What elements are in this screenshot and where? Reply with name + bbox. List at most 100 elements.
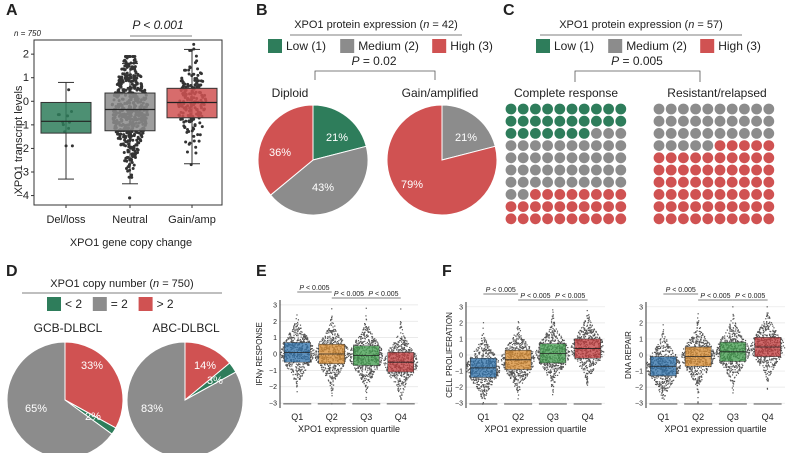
panel-f-proliferation-dot (501, 359, 502, 360)
panel-f-proliferation-dot (484, 396, 485, 397)
waffle-resistant-cell (739, 177, 750, 188)
panel-e-dot (404, 381, 405, 382)
panel-e-dot (416, 368, 417, 369)
panel-e-dot (392, 375, 393, 376)
panel-e-dot (336, 336, 337, 337)
waffle-complete-cell (603, 213, 614, 224)
panel-a-dot (138, 88, 141, 91)
panel-f-proliferation-dot (483, 333, 484, 334)
waffle-complete-cell (579, 152, 590, 163)
panel-e-dot (385, 357, 386, 358)
panel-a-dot (140, 83, 143, 86)
panel-f-proliferation-ytick-label: 1 (459, 336, 463, 343)
waffle-resistant-cell (702, 116, 713, 127)
waffle-complete-cell (554, 165, 565, 176)
panel-f-proliferation-dot (483, 384, 484, 385)
panel-f-proliferation-dot (474, 380, 475, 381)
panel-e-dot (317, 357, 318, 358)
pie-abc-label-lt2: 3% (207, 375, 223, 387)
panel-f-proliferation-dot (590, 332, 591, 333)
panel-e-dot (393, 349, 394, 350)
waffle-resistant-cell (654, 152, 665, 163)
panel-label-d: D (6, 263, 18, 280)
waffle-resistant-cell (690, 165, 701, 176)
panel-e-dot (301, 340, 302, 341)
waffle-complete-cell (603, 201, 614, 212)
panel-a-dot (125, 79, 128, 82)
panel-f-proliferation-dot (509, 342, 510, 343)
panel-e-dot (366, 372, 367, 373)
panel-f-proliferation-dot (517, 388, 518, 389)
panel-a-dot (117, 75, 120, 78)
panel-f-proliferation-dot (553, 314, 554, 315)
panel-f-proliferation-dot (524, 372, 525, 373)
panel-f-proliferation-dot (584, 364, 585, 365)
panel-f-proliferation-dot (485, 391, 486, 392)
panel-e-dot (345, 347, 346, 348)
panel-e-dot (395, 346, 396, 347)
panel-f-proliferation-dot (586, 361, 587, 362)
panel-f-proliferation-dot (553, 386, 554, 387)
panel-e-dot (348, 356, 349, 357)
panel-e-dot (347, 357, 348, 358)
panel-e-dot (404, 372, 405, 373)
panel-e-dot (403, 374, 404, 375)
panel-f-proliferation-dot (503, 365, 504, 366)
panel-e-dot (402, 350, 403, 351)
panel-f-proliferation-dot (536, 350, 537, 351)
waffle-resistant-cell (678, 189, 689, 200)
panel-e-dot (393, 373, 394, 374)
panel-e-dot (331, 390, 332, 391)
panel-a-dot (127, 165, 130, 168)
panel-f-proliferation-dot (549, 371, 550, 372)
panel-e-dot (413, 372, 414, 373)
panel-a-dot (192, 73, 195, 76)
panel-e-dot (363, 381, 364, 382)
waffle-resistant-cell (666, 128, 677, 139)
panel-e-dot (394, 346, 395, 347)
panel-f-proliferation-dot (481, 344, 482, 345)
waffle-resistant-cell (763, 128, 774, 139)
waffle-resistant-cell (763, 189, 774, 200)
panel-e-dot (330, 320, 331, 321)
panel-e-dot (351, 349, 352, 350)
panel-e-dot (296, 318, 297, 319)
waffle-complete-cell (579, 165, 590, 176)
panel-f-proliferation-dot (487, 357, 488, 358)
panel-e-dot (323, 338, 324, 339)
panel-a-dot (124, 135, 127, 138)
panel-e-dot (312, 356, 313, 357)
panel-e-dot (297, 364, 298, 365)
panel-f-proliferation-dot (551, 322, 552, 323)
panel-f-proliferation-dot (520, 375, 521, 376)
panel-f-proliferation-dot (484, 350, 485, 351)
panel-f-proliferation-dot (551, 321, 552, 322)
panel-e-dot (332, 369, 333, 370)
panel-f-proliferation-dot (550, 366, 551, 367)
panel-e-dot (416, 355, 417, 356)
panel-f-proliferation-dot (516, 370, 517, 371)
panel-e-dot (398, 380, 399, 381)
panel-e-dot (298, 368, 299, 369)
panel-e-dot (405, 345, 406, 346)
panel-e-dot (297, 329, 298, 330)
panel-a-dot (125, 55, 128, 58)
panel-a-dot (201, 125, 204, 128)
panel-f-proliferation-dot (469, 365, 470, 366)
panel-f-proliferation-dot (549, 331, 550, 332)
panel-e-dot (334, 374, 335, 375)
panel-e-dot (298, 363, 299, 364)
waffle-complete-cell (518, 104, 529, 115)
panel-e-dot (400, 340, 401, 341)
panel-f-proliferation-dot (546, 336, 547, 337)
panel-f-proliferation-dot (567, 359, 568, 360)
panel-a-dot (125, 89, 128, 92)
panel-e-xtick-label: Q4 (395, 412, 407, 422)
panel-f-proliferation-dot (482, 398, 483, 399)
panel-f-proliferation-dot (517, 329, 518, 330)
panel-a-dot (136, 131, 139, 134)
panel-f-proliferation-dot (554, 325, 555, 326)
panel-e-dot (375, 340, 376, 341)
panel-e-dot (287, 368, 288, 369)
panel-e-dot (385, 367, 386, 368)
